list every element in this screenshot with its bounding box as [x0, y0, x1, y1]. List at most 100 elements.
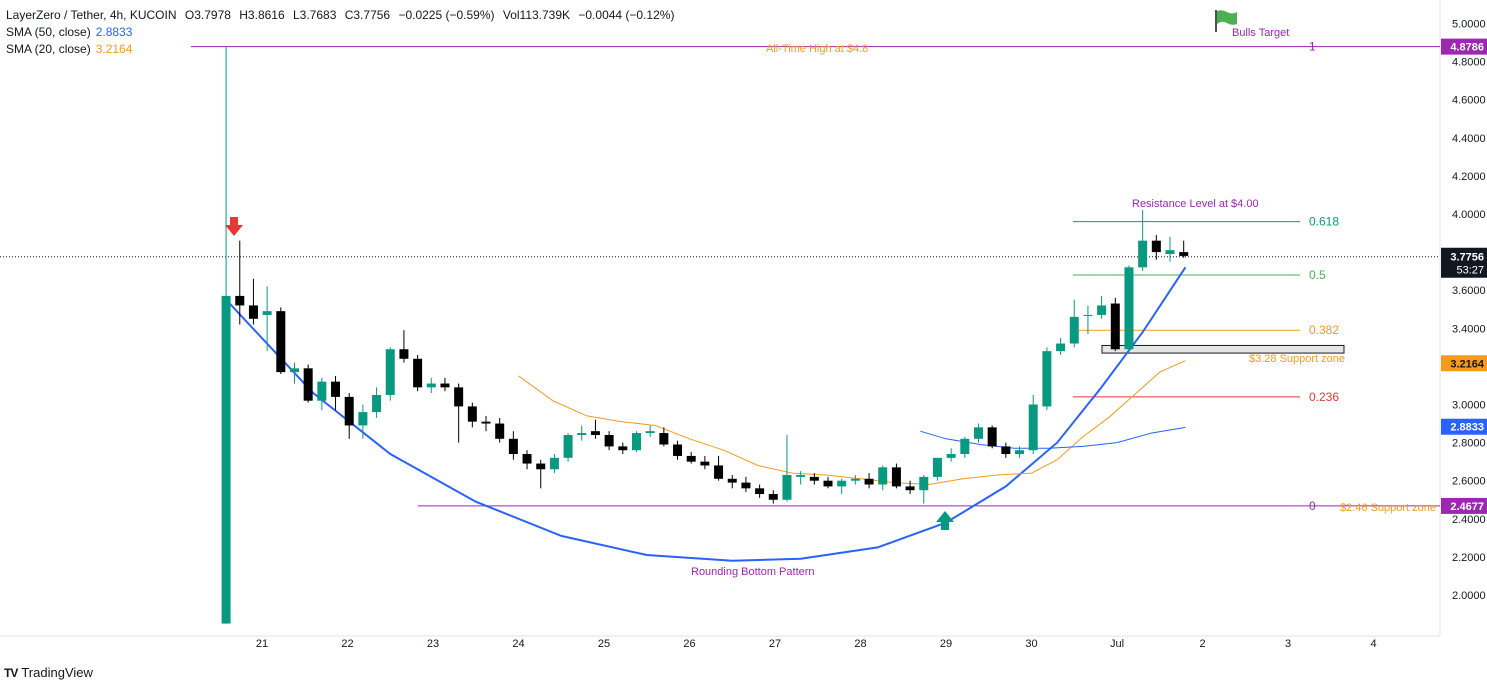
- legend-ohlc-row: LayerZero / Tether, 4h, KUCOIN O3.7978 H…: [6, 7, 679, 24]
- candle-up: [878, 467, 888, 485]
- candle-up: [1069, 316, 1079, 344]
- time-tick-label: Jul: [1110, 638, 1124, 650]
- candle-down: [686, 455, 696, 462]
- time-tick-label: 21: [256, 638, 268, 650]
- candle-up: [1015, 450, 1025, 455]
- low-price-label-bg: [1441, 497, 1487, 514]
- time-tick-label: 24: [512, 638, 524, 650]
- last-price-label: 3.7756: [1450, 252, 1484, 264]
- legend-open: O3.7978: [184, 8, 231, 22]
- legend-volume-change: −0.0044 (−0.12%): [578, 8, 675, 22]
- candle-down: [467, 406, 477, 422]
- green-up-arrow-icon: [936, 511, 954, 530]
- candle-up: [1124, 267, 1134, 350]
- price-tick-label: 4.0000: [1452, 209, 1486, 221]
- time-tick-label: 4: [1370, 638, 1376, 650]
- candle-down: [495, 423, 505, 439]
- rounding-bottom-curve: [225, 266, 1187, 562]
- candle-up: [1083, 314, 1093, 316]
- candle-down: [276, 311, 286, 373]
- price-tick-label: 3.0000: [1452, 400, 1486, 412]
- time-tick-label: 27: [769, 638, 781, 650]
- sma20-price-label-bg: [1441, 355, 1487, 372]
- legend-volume: Vol113.739K: [502, 8, 571, 22]
- tradingview-logo-icon: TV: [4, 665, 18, 680]
- legend-low: L3.7683: [292, 8, 337, 22]
- candle-up: [317, 381, 327, 401]
- candle-up: [577, 433, 587, 435]
- tradingview-branding[interactable]: TV TradingView: [4, 665, 93, 680]
- time-tick-label: 23: [427, 638, 439, 650]
- legend-sma50-row[interactable]: SMA (50, close) 2.8833: [6, 24, 679, 41]
- candle-up: [1138, 240, 1148, 268]
- candle-down: [440, 383, 450, 388]
- support-upper-annotation: $3.28 Support zone: [1249, 353, 1345, 365]
- candle-up: [1042, 351, 1052, 407]
- candle-down: [1110, 303, 1120, 350]
- candle-up: [1028, 404, 1038, 451]
- price-tick-label: 2.6000: [1452, 476, 1486, 488]
- price-tick-label: 2.8000: [1452, 438, 1486, 450]
- support-zone-box: [1101, 344, 1345, 354]
- candle-down: [809, 476, 819, 481]
- legend-sma50-label: SMA (50, close): [6, 25, 91, 39]
- candle-down: [659, 433, 669, 445]
- candle-up: [221, 295, 231, 624]
- candle-up: [372, 394, 382, 413]
- candle-up: [426, 383, 436, 388]
- pattern-annotation: Rounding Bottom Pattern: [691, 566, 815, 578]
- candle-down: [604, 434, 614, 447]
- time-tick-label: 3: [1285, 638, 1291, 650]
- ath-price-label-bg: [1441, 38, 1487, 55]
- fib-level-label: 0.618: [1309, 215, 1339, 229]
- last-price-label-bg: [1441, 247, 1487, 278]
- candle-down: [768, 494, 778, 500]
- candle-down: [823, 480, 833, 487]
- candle-up: [631, 433, 641, 451]
- sma20-line: [518, 360, 1186, 486]
- price-tick-label: 4.6000: [1452, 95, 1486, 107]
- fib-level-label: 0: [1309, 499, 1316, 513]
- price-tick-label: 3.4000: [1452, 323, 1486, 335]
- support-lower-annotation: $2.46 Support zone: [1340, 502, 1436, 514]
- time-tick-label: 29: [940, 638, 952, 650]
- fib-level-label: 0.236: [1309, 390, 1339, 404]
- time-tick-label: 30: [1025, 638, 1037, 650]
- chart-legend: LayerZero / Tether, 4h, KUCOIN O3.7978 H…: [6, 7, 679, 58]
- candle-down: [755, 488, 765, 495]
- price-tick-label: 2.2000: [1452, 552, 1486, 564]
- candle-down: [481, 421, 491, 424]
- candle-down: [1179, 252, 1189, 256]
- candle-up: [289, 368, 299, 373]
- legend-sma20-label: SMA (20, close): [6, 42, 91, 56]
- candle-down: [344, 396, 354, 426]
- candle-down: [987, 427, 997, 447]
- candle-up: [932, 457, 942, 477]
- candle-down: [1001, 446, 1011, 455]
- price-tick-label: 2.0000: [1452, 590, 1486, 602]
- candle-down: [303, 368, 313, 401]
- candle-up: [960, 438, 970, 455]
- candle-down: [413, 358, 423, 388]
- candle-down: [618, 446, 628, 451]
- sma50-line: [920, 426, 1186, 449]
- red-down-arrow-icon: [225, 217, 243, 236]
- legend-sma20-row[interactable]: SMA (20, close) 3.2164: [6, 41, 679, 58]
- legend-sma20-value: 3.2164: [95, 42, 133, 56]
- countdown-label: 53:27: [1456, 265, 1484, 277]
- candle-up: [262, 311, 272, 315]
- low-price-label: 2.4677: [1450, 501, 1484, 513]
- candle-down: [891, 467, 901, 487]
- candle-down: [331, 381, 341, 397]
- ath-price-label: 4.8786: [1450, 42, 1484, 54]
- candle-up: [850, 478, 860, 481]
- time-tick-label: 25: [598, 638, 610, 650]
- legend-symbol[interactable]: LayerZero / Tether, 4h, KUCOIN: [6, 8, 177, 22]
- ath-annotation: All-Time High at $4.8: [766, 43, 868, 55]
- candle-up: [385, 349, 395, 395]
- time-tick-label: 2: [1199, 638, 1205, 650]
- candle-down: [590, 431, 600, 435]
- candle-up: [919, 476, 929, 491]
- candle-up: [1056, 343, 1066, 352]
